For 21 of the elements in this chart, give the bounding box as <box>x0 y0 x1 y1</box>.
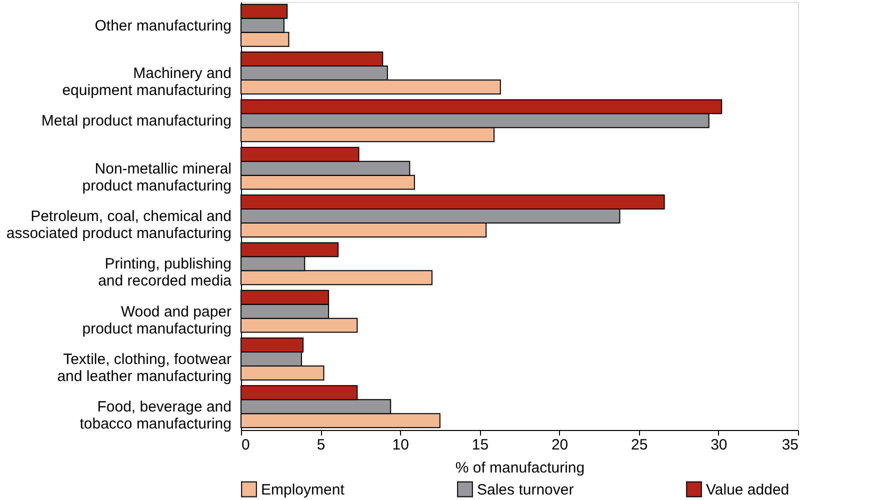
legend-label: Employment <box>261 481 346 498</box>
y-tick-label: Textile, clothing, footwear and leather manufacturing <box>57 350 232 385</box>
legend-label: Sales turnover <box>477 481 574 498</box>
y-tick-label: Other manufacturing <box>94 17 232 34</box>
y-tick-label: Metal product manufacturing <box>41 112 232 130</box>
x-tick-label: 10 <box>392 436 409 454</box>
y-tick-label: Petroleum, coal, chemical and associated product manufacturing <box>6 208 232 242</box>
y-tick-label: Printing, publishing and recorded media <box>98 256 232 290</box>
y-tick-label: Machinery and equipment manufacturing <box>62 65 232 100</box>
x-tick-label: 35 <box>782 436 798 454</box>
x-tick-label: 30 <box>710 436 728 454</box>
y-tick-label: Non-metallic mineral product manufacturing <box>82 160 232 194</box>
legend-label: Value added <box>706 481 790 498</box>
y-tick-label: Wood and paper product manufacturing <box>82 303 232 338</box>
x-tick-label: 5 <box>316 436 326 454</box>
x-tick-label: 15 <box>472 436 489 454</box>
y-tick-label: Food, beverage and tobacco manufacturing <box>80 398 232 433</box>
x-tick-label: 20 <box>551 436 568 454</box>
x-tick-label: 0 <box>242 436 250 454</box>
x-axis-title: % of manufacturing <box>455 460 585 476</box>
x-tick-label: 25 <box>631 436 648 454</box>
